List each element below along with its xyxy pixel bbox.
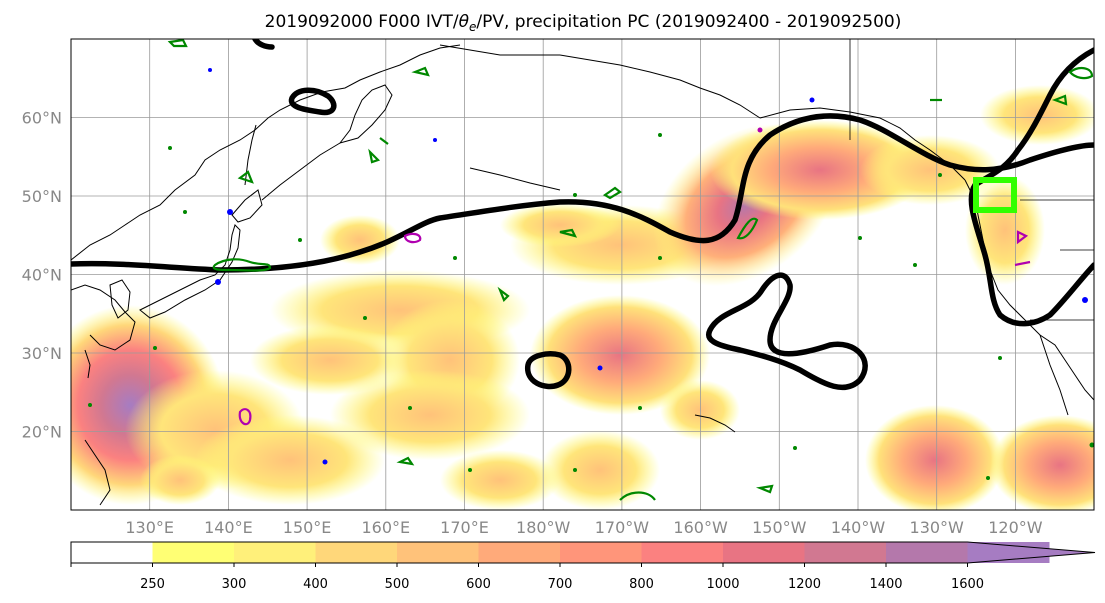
colorbar-tick-label: 800: [629, 577, 654, 592]
colorbar-tick-label: 1400: [869, 577, 902, 592]
lon-label: 150°W: [752, 518, 807, 537]
lat-label: 50°N: [22, 187, 62, 206]
colorbar-segment: [397, 542, 479, 563]
colorbar: 250 300 400 500 600 700 800 1000 1200 1400 1600: [70, 541, 1096, 592]
lon-label: 170°W: [595, 518, 650, 537]
lon-label: 140°E: [204, 518, 253, 537]
colorbar-segment: [234, 542, 316, 563]
colorbar-segment: [886, 542, 968, 563]
lat-label: 30°N: [22, 344, 62, 363]
colorbar-tick-label: 1200: [788, 577, 821, 592]
graticule: [71, 39, 1094, 510]
lon-label: 140°W: [831, 518, 886, 537]
longitude-labels: 130°E 140°E 150°E 160°E 170°E 180°W 170°W 160°W…: [125, 518, 1042, 537]
colorbar-segment: [315, 542, 398, 563]
lat-label: 20°N: [22, 423, 62, 442]
lon-label: 160°W: [673, 518, 728, 537]
coastlines: [71, 39, 1094, 506]
lon-label: 120°W: [988, 518, 1043, 537]
colorbar-tick-label: 400: [303, 577, 328, 592]
lat-label: 40°N: [22, 266, 62, 285]
colorbar-tick-label: 250: [140, 577, 165, 592]
map-title: 2019092000 F000 IVT/θe/PV, precipitation…: [265, 12, 902, 34]
colorbar-segment: [152, 542, 235, 563]
colorbar-tick-label: 600: [466, 577, 491, 592]
colorbar-tick-label: 1600: [951, 577, 984, 592]
colorbar-tick-label: 500: [385, 577, 410, 592]
lon-label: 170°E: [440, 518, 489, 537]
lat-label: 60°N: [22, 109, 62, 128]
map-panel: [71, 39, 1094, 510]
colorbar-segment: [560, 542, 642, 563]
colorbar-segment: [723, 542, 805, 563]
colorbar-segment: [478, 542, 561, 563]
lon-label: 150°E: [283, 518, 332, 537]
pv-contours: [167, 39, 1094, 501]
lon-label: 130°W: [910, 518, 965, 537]
pv-dots: [88, 68, 1094, 480]
lon-label: 180°W: [516, 518, 571, 537]
map-frame: [70, 38, 1095, 511]
colorbar-segment: [641, 542, 724, 563]
colorbar-segment: [71, 542, 153, 563]
colorbar-segment: [804, 542, 887, 563]
colorbar-tick-label: 1000: [706, 577, 739, 592]
colorbar-tick-label: 300: [222, 577, 247, 592]
ivt-shading: [71, 85, 1094, 510]
latitude-labels: 20°N 30°N 40°N 50°N 60°N: [22, 109, 62, 442]
lon-label: 130°E: [125, 518, 174, 537]
colorbar-outline: [70, 541, 1096, 564]
theta-e-contours: [71, 39, 1094, 391]
colorbar-extend-arrow: [967, 542, 1095, 563]
colorbar-tick-label: 700: [548, 577, 573, 592]
target-region-box: [973, 177, 1017, 213]
lon-label: 160°E: [361, 518, 410, 537]
